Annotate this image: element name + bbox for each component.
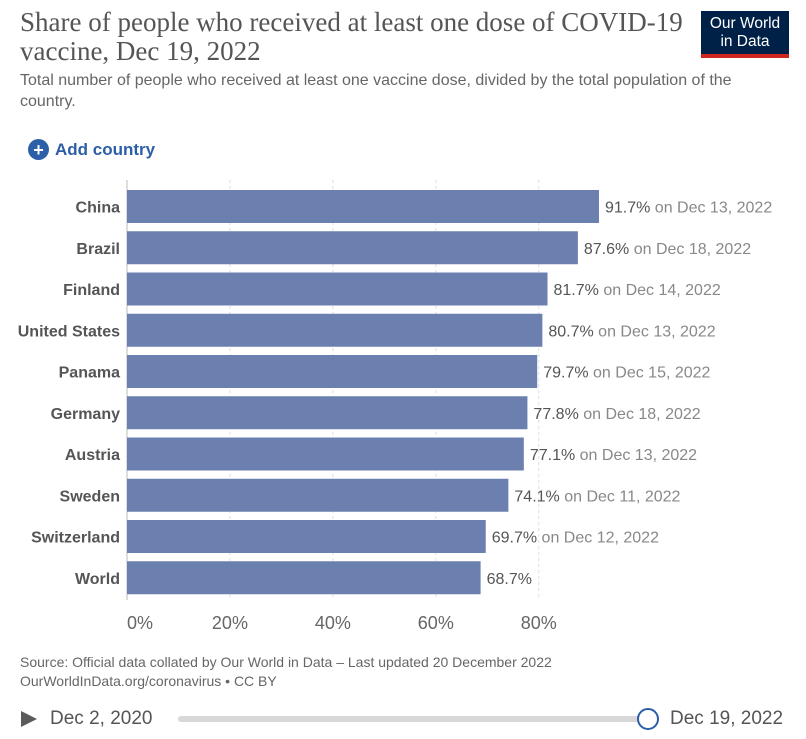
value-label: 74.1% on Dec 11, 2022 <box>514 488 680 505</box>
bar-austria <box>127 437 524 471</box>
bar-sweden <box>127 478 509 512</box>
category-label: United States <box>18 323 120 340</box>
date-label: on Dec 11, 2022 <box>560 488 681 505</box>
plus-icon: + <box>28 139 49 160</box>
bars <box>127 190 599 595</box>
x-tick-label: 0% <box>127 613 153 633</box>
labels: 0% 20% 40% 60% 80% China 91.7% on Dec 13, 2022… <box>18 200 773 634</box>
date-label: on Dec 12, 2022 <box>537 530 659 547</box>
timeline-control: Dec 2, 2020 Dec 19, 2022 <box>0 700 806 739</box>
add-country-label: Add country <box>55 139 156 159</box>
date-label: on Dec 18, 2022 <box>579 406 701 423</box>
value-label: 80.7% on Dec 13, 2022 <box>548 323 715 340</box>
date-label: on Dec 13, 2022 <box>575 447 697 464</box>
bar-germany <box>127 396 528 430</box>
timeline-start-date: Dec 2, 2020 <box>50 708 153 729</box>
value-label: 81.7% on Dec 14, 2022 <box>554 282 721 299</box>
category-label: Finland <box>63 282 120 299</box>
date-label: on Dec 18, 2022 <box>629 241 751 258</box>
logo-line-1: Our World <box>709 15 781 32</box>
add-country-button[interactable]: + Add country <box>28 139 155 160</box>
date-label: on Dec 15, 2022 <box>589 365 711 382</box>
chart-subtitle: Total number of people who received at l… <box>20 72 732 110</box>
logo-accent-bar <box>701 54 789 58</box>
bar-china <box>127 190 599 223</box>
category-label: Austria <box>65 447 120 464</box>
value-label: 77.8% on Dec 18, 2022 <box>533 406 700 423</box>
source-line-2: OurWorldInData.org/coronavirus • CC BY <box>20 673 277 689</box>
timeline-end-date: Dec 19, 2022 <box>670 708 784 729</box>
x-tick-label: 80% <box>521 613 557 633</box>
bar-chart: 0% 20% 40% 60% 80% China 91.7% on Dec 13, 2022… <box>18 180 773 634</box>
category-label: Germany <box>51 406 120 423</box>
value-label: 68.7% <box>487 571 532 588</box>
category-label: China <box>76 200 121 217</box>
source-line-1: Source: Official data collated by Our Wo… <box>20 654 552 670</box>
x-tick-label: 40% <box>315 613 351 633</box>
date-label: on Dec 13, 2022 <box>594 323 716 340</box>
bar-world <box>127 561 481 595</box>
bar-finland <box>127 272 548 306</box>
category-label: Brazil <box>76 241 120 258</box>
value-label: 87.6% on Dec 18, 2022 <box>584 241 751 258</box>
category-label: Switzerland <box>31 530 120 547</box>
x-tick-label: 20% <box>212 613 248 633</box>
value-label: 91.7% on Dec 13, 2022 <box>605 200 772 217</box>
value-label: 69.7% on Dec 12, 2022 <box>492 530 659 547</box>
play-icon[interactable] <box>21 711 37 727</box>
bar-brazil <box>127 231 578 265</box>
bar-switzerland <box>127 520 486 553</box>
value-label: 77.1% on Dec 13, 2022 <box>530 447 697 464</box>
chart-title: Share of people who received at least on… <box>20 7 683 66</box>
category-label: World <box>75 571 120 588</box>
source-note: Source: Official data collated by Our Wo… <box>20 653 780 691</box>
value-label: 79.7% on Dec 15, 2022 <box>543 365 710 382</box>
category-label: Panama <box>59 365 120 382</box>
timeline-track[interactable] <box>178 716 648 722</box>
bar-united-states <box>127 313 543 347</box>
bar-panama <box>127 355 538 388</box>
owid-logo[interactable]: Our World in Data <box>701 11 789 58</box>
timeline-handle[interactable] <box>637 708 659 730</box>
category-label: Sweden <box>60 488 120 505</box>
date-label: on Dec 14, 2022 <box>599 282 721 299</box>
date-label: on Dec 13, 2022 <box>650 200 772 217</box>
logo-line-2: in Data <box>720 33 770 50</box>
x-tick-label: 60% <box>418 613 454 633</box>
